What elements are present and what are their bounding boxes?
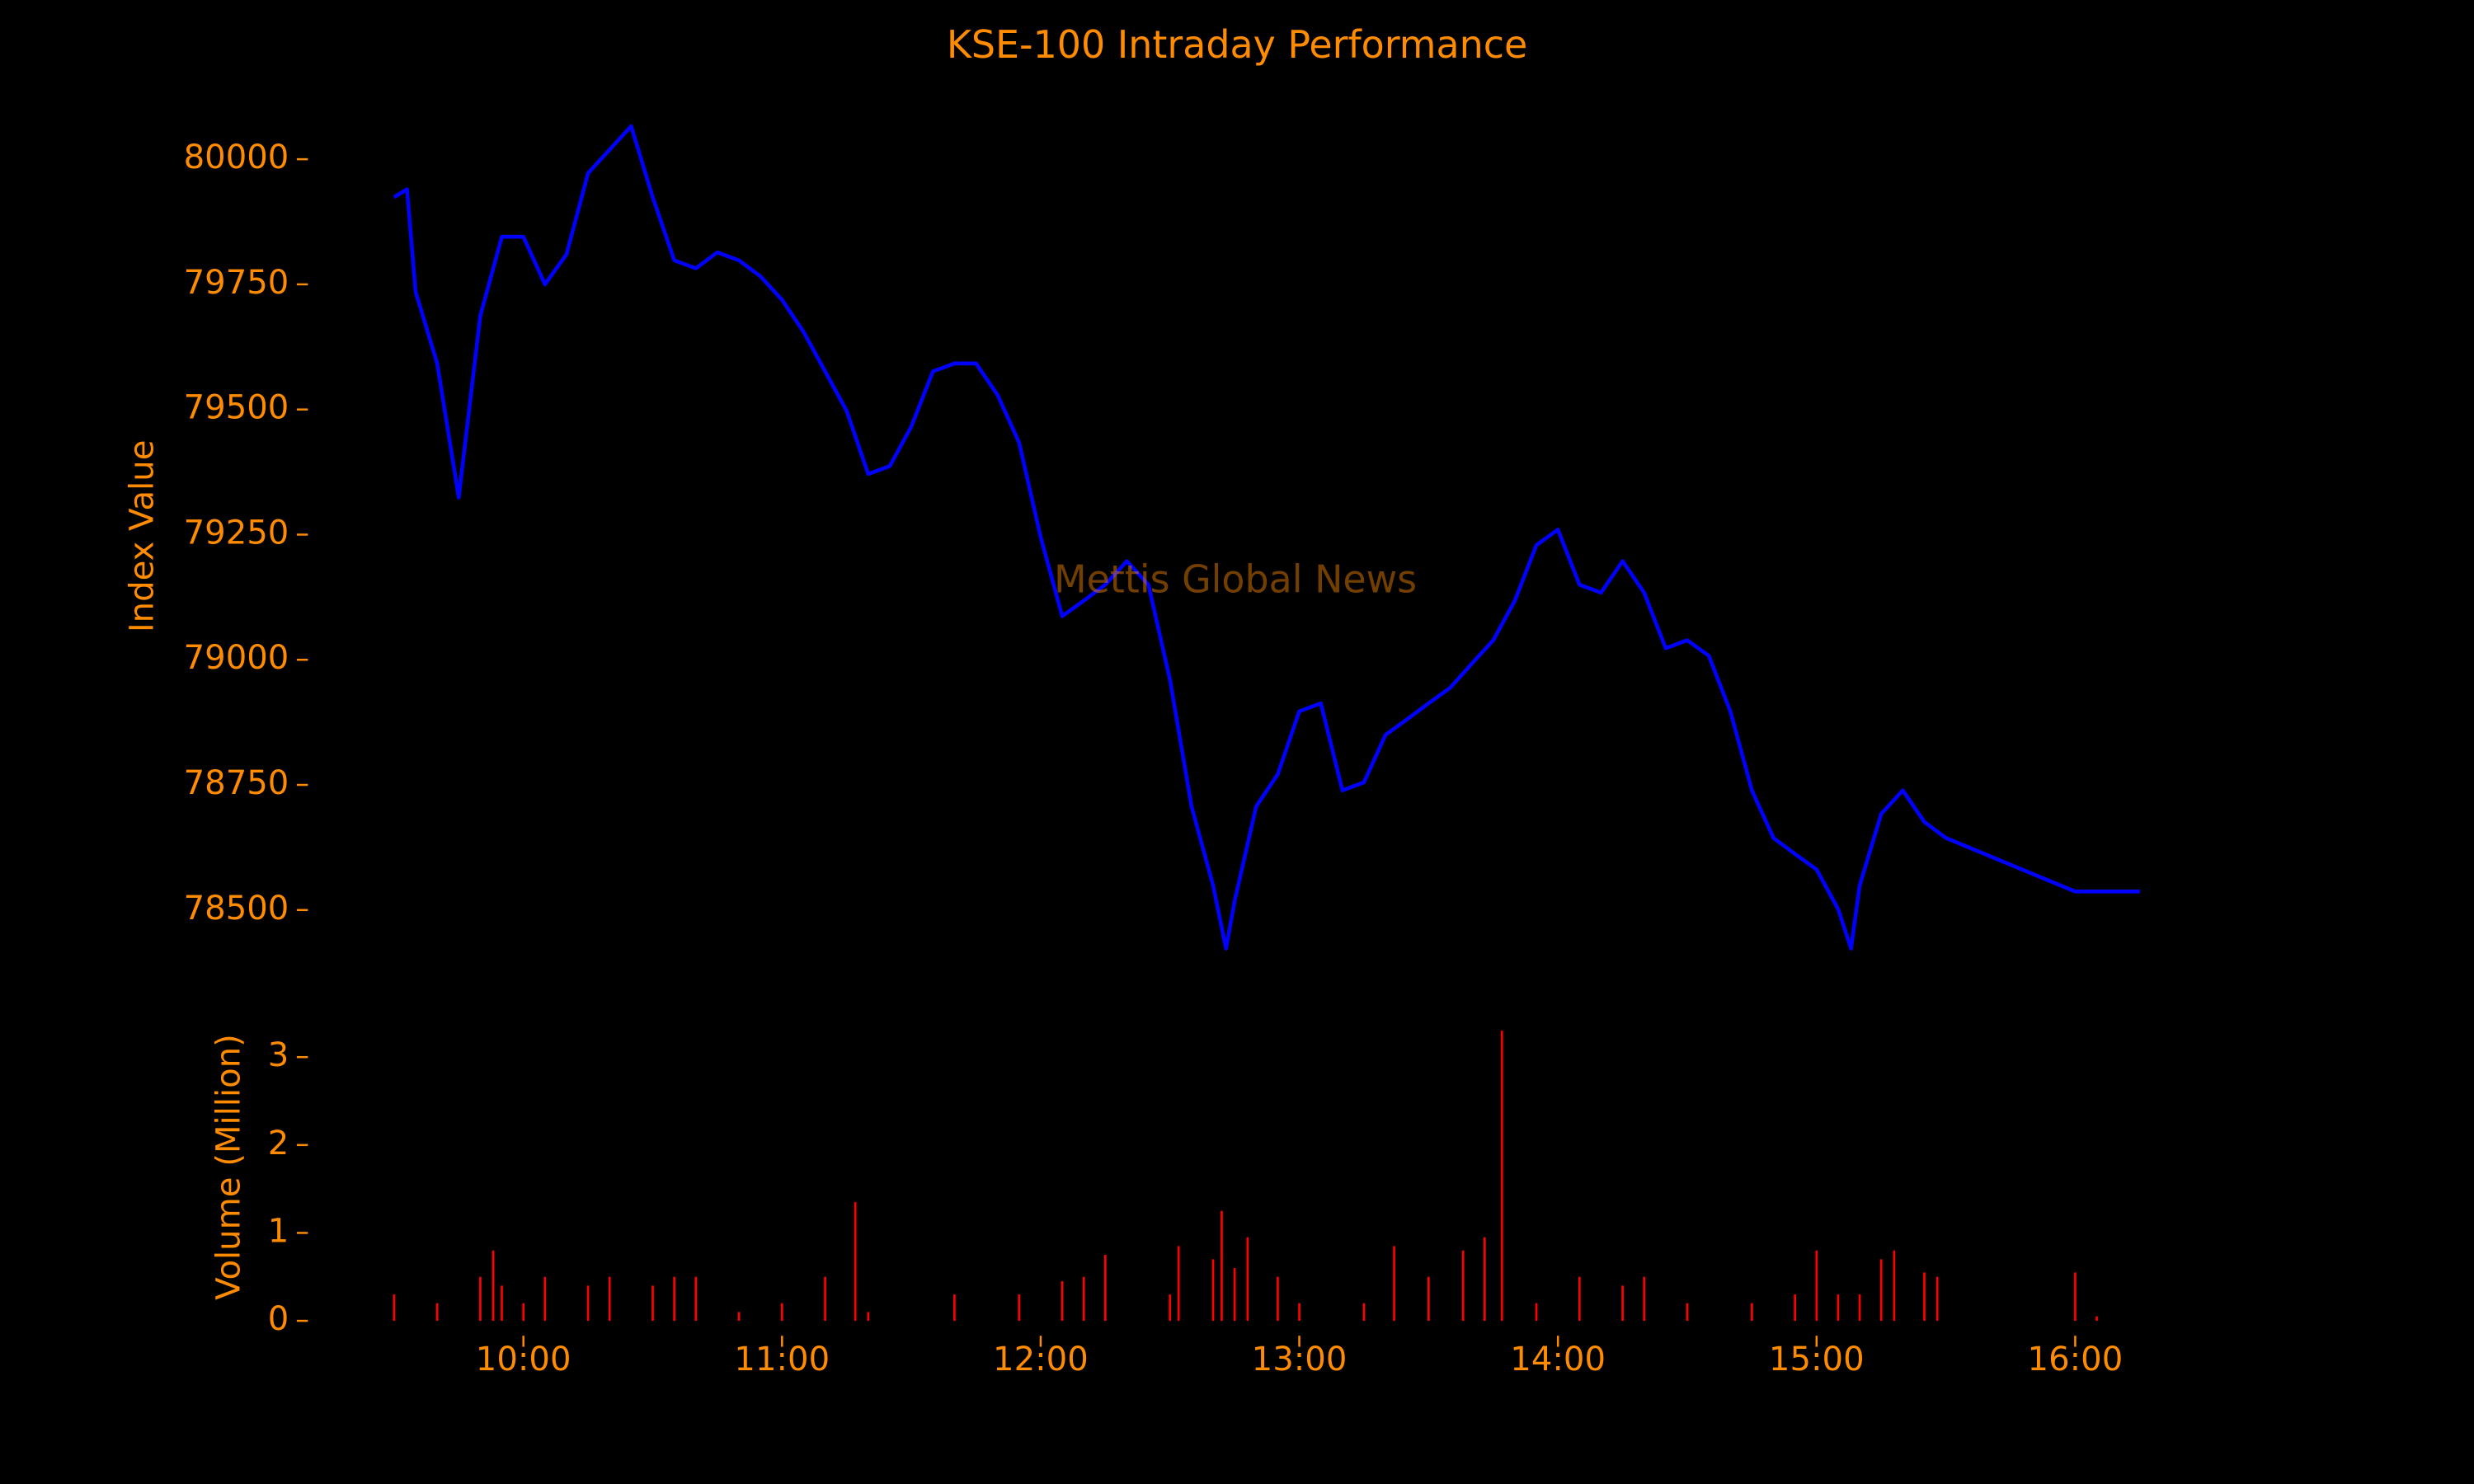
volume-bar <box>501 1285 503 1322</box>
volume-bar <box>1221 1210 1223 1322</box>
volume-bar <box>479 1276 482 1322</box>
volume-bar <box>780 1303 783 1322</box>
volume-bar <box>1211 1259 1215 1322</box>
volume-bar <box>1578 1276 1581 1322</box>
volume-bar <box>1246 1237 1249 1322</box>
volume-bar <box>1535 1303 1538 1322</box>
volume-bar <box>694 1276 698 1322</box>
y-tick-label: 78500 <box>184 890 289 928</box>
y-axis-label: Volume (Million) <box>210 1034 248 1300</box>
chart-title: KSE-100 Intraday Performance <box>947 22 1527 67</box>
volume-bar <box>492 1250 495 1322</box>
y-tick-label: 80000 <box>184 139 289 176</box>
volume-bar <box>543 1276 547 1322</box>
volume-bar <box>1393 1246 1395 1322</box>
volume-bar <box>522 1303 525 1322</box>
volume-bar <box>1061 1281 1064 1322</box>
volume-bar <box>1858 1294 1861 1322</box>
x-tick-label: 13:00 <box>1252 1341 1348 1378</box>
watermark: Mettis Global News <box>1054 556 1417 601</box>
volume-bar <box>1277 1276 1279 1322</box>
y-tick-label: 78750 <box>184 764 289 802</box>
volume-bar <box>1483 1237 1486 1322</box>
volume-bar <box>435 1303 439 1322</box>
volume-bar <box>1879 1259 1883 1322</box>
y-axis-label: Index Value <box>123 440 161 633</box>
y-tick-label: 79000 <box>184 639 289 677</box>
volume-bar <box>1686 1303 1689 1322</box>
volume-bar <box>1794 1294 1796 1322</box>
y-tick-label: 79750 <box>184 264 289 302</box>
volume-bar <box>1427 1276 1430 1322</box>
index-line <box>393 124 2140 951</box>
volume-bar <box>854 1202 857 1322</box>
volume-bar <box>1233 1268 1236 1322</box>
volume-bar <box>1082 1276 1085 1322</box>
volume-bar <box>2074 1272 2077 1322</box>
x-tick-label: 10:00 <box>476 1341 571 1378</box>
volume-bar <box>824 1276 826 1322</box>
volume-bar <box>867 1312 870 1322</box>
volume-bar <box>1177 1246 1180 1322</box>
y-tick-label: 3 <box>268 1036 289 1074</box>
volume-bar <box>651 1285 654 1322</box>
x-tick-label: 15:00 <box>1769 1341 1865 1378</box>
volume-bar <box>1362 1303 1366 1322</box>
volume-bar <box>393 1294 396 1322</box>
volume-bar <box>1018 1294 1021 1322</box>
volume-bar <box>1837 1294 1840 1322</box>
x-tick-label: 11:00 <box>734 1341 830 1378</box>
volume-bar <box>1923 1272 1926 1322</box>
x-tick-label: 12:00 <box>993 1341 1089 1378</box>
volume-bar <box>1751 1303 1753 1322</box>
volume-bar <box>737 1312 741 1322</box>
volume-bar <box>1461 1250 1465 1322</box>
y-tick-label: 0 <box>268 1300 289 1338</box>
y-tick-label: 79250 <box>184 514 289 552</box>
volume-bar <box>586 1285 590 1322</box>
volume-bar <box>673 1276 675 1322</box>
volume-bar <box>1169 1294 1172 1322</box>
x-tick-label: 16:00 <box>2028 1341 2124 1378</box>
volume-bar <box>1500 1031 1503 1322</box>
volume-bar <box>1103 1255 1107 1322</box>
y-tick-label: 79500 <box>184 389 289 427</box>
volume-bar <box>1935 1276 1939 1322</box>
x-tick-label: 14:00 <box>1510 1341 1606 1378</box>
volume-bar <box>2095 1316 2098 1322</box>
y-tick-label: 2 <box>268 1125 289 1162</box>
volume-bar <box>608 1276 611 1322</box>
volume-bar <box>1893 1250 1896 1322</box>
volume-bar <box>1643 1276 1646 1322</box>
volume-bar <box>953 1294 956 1322</box>
volume-bar <box>1815 1250 1818 1322</box>
volume-bar <box>1621 1285 1624 1322</box>
y-tick-label: 1 <box>268 1212 289 1250</box>
volume-bar <box>1298 1303 1300 1322</box>
